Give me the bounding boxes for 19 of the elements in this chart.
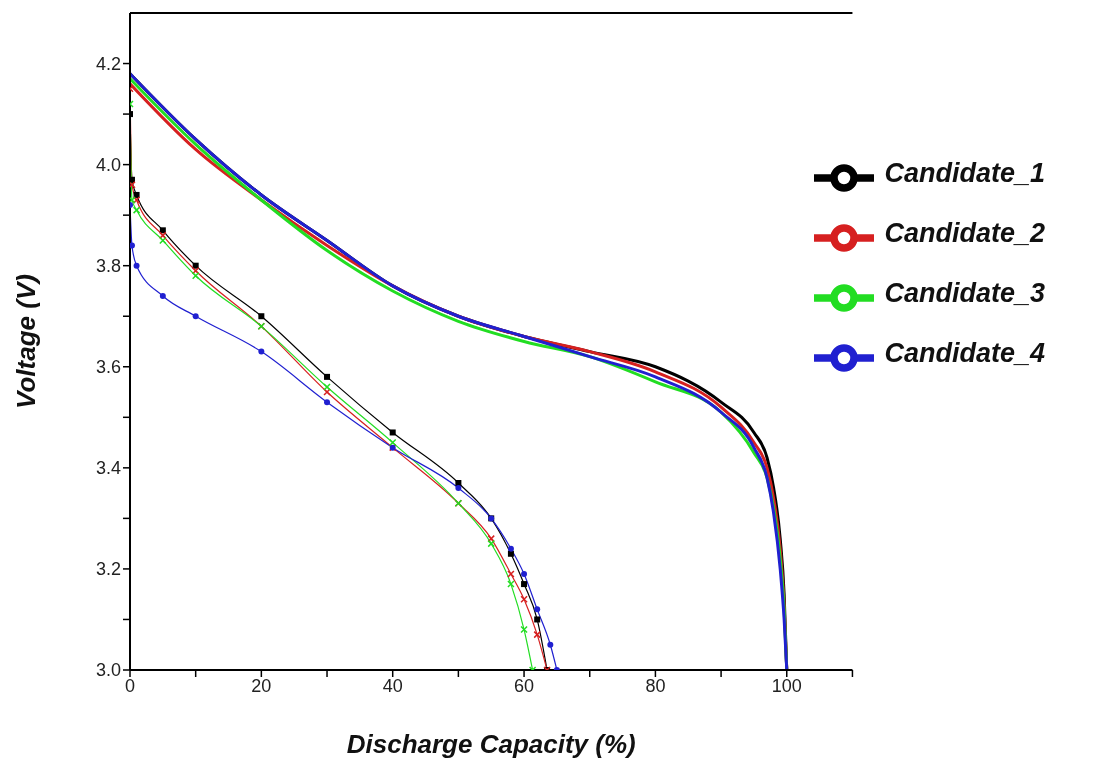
y-axis-title: Voltage (V) — [11, 274, 42, 409]
x-axis-title: Discharge Capacity (%) — [346, 729, 636, 759]
x-tick-label: 0 — [124, 675, 136, 696]
y-tick-label: 4.0 — [95, 155, 121, 176]
y-tick-label: 3.0 — [95, 660, 121, 681]
legend-label: Candidate_2 — [884, 218, 1045, 249]
y-tick-label: 3.2 — [95, 559, 121, 580]
legend-label: Candidate_4 — [884, 338, 1045, 369]
x-tick-label: 60 — [514, 675, 535, 696]
x-tick-label: 80 — [645, 675, 666, 696]
y-tick-label: 3.4 — [95, 458, 121, 479]
y-tick-label: 3.6 — [95, 357, 121, 378]
legend-label: Candidate_1 — [884, 158, 1045, 189]
x-tick-label: 100 — [771, 675, 802, 696]
legend-label: Candidate_3 — [884, 278, 1045, 309]
y-tick-label: 4.2 — [95, 53, 121, 74]
y-tick-label: 3.8 — [95, 256, 121, 277]
x-tick-label: 20 — [251, 675, 272, 696]
x-tick-label: 40 — [382, 675, 403, 696]
